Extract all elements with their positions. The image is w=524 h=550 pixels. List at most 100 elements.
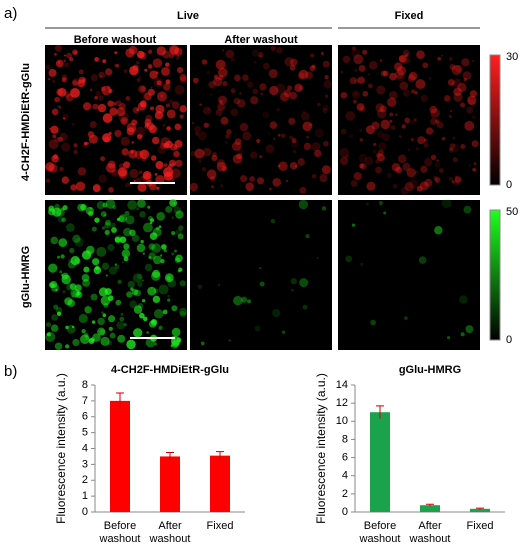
error-bar [216,451,224,460]
cell [422,62,429,69]
cell [130,287,134,291]
cell [136,108,140,112]
cell [258,51,264,58]
cell [225,141,228,144]
cell [141,279,144,282]
cell [169,44,179,55]
cell [435,178,440,184]
cell [430,117,438,125]
cell [375,153,381,158]
cell [298,85,304,91]
cell [220,116,229,125]
cell [340,128,347,135]
y-tick-label: 8 [82,379,88,391]
cell [453,92,463,102]
cell [408,71,418,81]
cell [239,92,242,95]
cell [98,95,104,101]
cell [345,255,353,263]
cell [141,298,146,303]
cell [291,288,294,292]
cell [473,162,477,166]
cell [299,278,309,288]
y-tick-label: 5 [82,427,88,439]
cell [108,315,116,323]
cell [277,133,281,137]
cell [156,91,167,102]
cell [115,63,120,68]
cell [64,54,67,57]
cell [289,161,298,170]
cell [410,120,415,125]
cell [233,295,243,306]
cell [440,54,444,57]
cell [147,205,151,209]
cell [64,298,67,302]
cell [289,64,296,71]
cell [467,95,477,105]
colorbar [489,54,501,186]
chart-title: gGlu-HMRG [399,364,461,376]
cell [102,202,108,208]
cell [284,57,294,67]
cell [129,65,139,76]
row-label: gGlu-HMRG [20,246,32,308]
cell [121,249,131,258]
cell [88,337,95,344]
cell [150,106,155,111]
cell [101,226,106,230]
cell [228,339,231,342]
y-tick-label: 4 [82,442,88,454]
cell [194,148,205,159]
cell [116,321,125,330]
cell [306,143,309,146]
cell [59,166,64,172]
cell [161,244,167,250]
cell [175,147,179,151]
cell [468,99,471,102]
cell [379,105,387,113]
cell [265,144,275,154]
cell [88,210,94,217]
cell [460,102,466,108]
cell [448,115,452,118]
cell [269,187,272,191]
cell [48,68,57,77]
cell [430,154,437,161]
colorbar-min: 0 [506,334,512,346]
cell [310,53,315,58]
cell [136,61,140,65]
cell [366,181,376,191]
cell [340,156,349,166]
cell [118,214,128,223]
cell [151,271,161,281]
cell [275,83,286,94]
cell [376,109,387,119]
cell [297,158,305,166]
cell [298,69,309,80]
cell [314,149,322,158]
cell [63,62,70,68]
cell [167,298,171,302]
y-tick-label: 7 [82,395,88,407]
cell [449,143,456,149]
cell [382,70,389,77]
cell [305,234,310,239]
cell [175,229,182,236]
cell [250,151,258,159]
cell [375,159,380,164]
cell [359,105,366,112]
cell [147,88,155,96]
cell [377,153,385,162]
cell [64,297,73,306]
cell [289,135,294,140]
cell [353,99,357,104]
cell [278,161,288,171]
cell [48,263,58,273]
cell [277,164,281,168]
cell [153,255,162,265]
x-tick-label: After washout [149,520,191,545]
cell [376,85,386,95]
cell [218,74,224,81]
cell [262,111,270,119]
